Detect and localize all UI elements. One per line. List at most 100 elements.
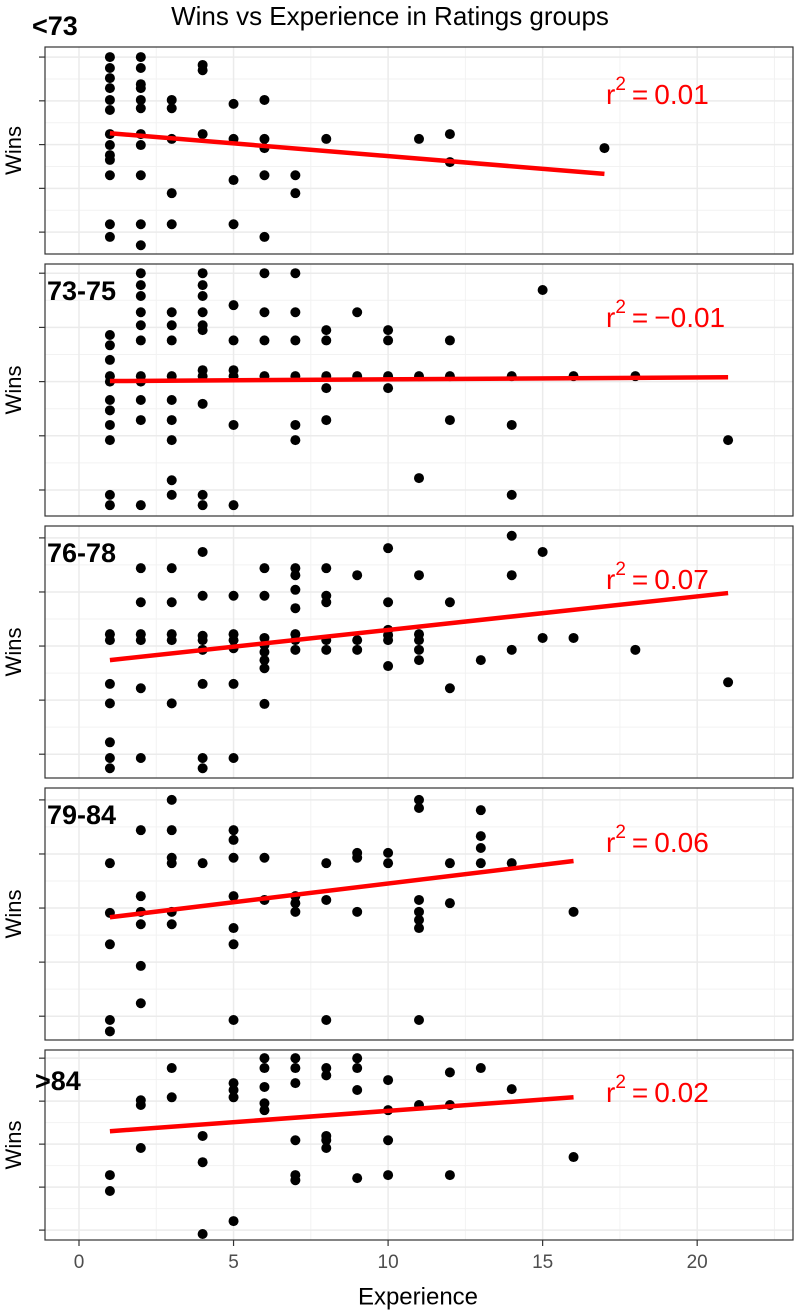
- data-point: [444, 335, 455, 346]
- data-point: [321, 1014, 332, 1025]
- data-point: [414, 133, 424, 144]
- data-point: [321, 1063, 332, 1074]
- data-point: [290, 644, 301, 655]
- data-point: [104, 763, 115, 774]
- data-point: [259, 590, 270, 601]
- data-point: [537, 285, 548, 296]
- data-point: [444, 858, 455, 869]
- data-point: [135, 268, 146, 279]
- data-point: [135, 240, 146, 251]
- annotation-equals: =: [632, 564, 648, 595]
- data-point: [444, 129, 455, 140]
- data-point: [135, 960, 146, 971]
- data-point: [166, 597, 177, 608]
- annotation-power: 2: [615, 822, 626, 843]
- data-point: [197, 1130, 208, 1141]
- data-point: [197, 129, 208, 140]
- data-point: [383, 1170, 394, 1181]
- data-point: [228, 852, 239, 863]
- data-point: [599, 143, 610, 154]
- data-point: [352, 1053, 363, 1064]
- panel-border: [44, 525, 794, 779]
- data-point: [197, 65, 208, 76]
- data-point: [104, 635, 115, 646]
- data-point: [166, 219, 177, 230]
- data-point: [228, 923, 239, 934]
- data-point: [228, 1216, 239, 1227]
- data-point: [444, 898, 455, 909]
- data-point: [166, 475, 177, 486]
- data-point: [228, 939, 239, 950]
- data-point: [197, 763, 208, 774]
- data-point: [630, 644, 641, 655]
- data-point: [166, 563, 177, 574]
- data-point: [352, 852, 363, 863]
- data-point: [506, 858, 517, 869]
- data-point: [321, 563, 332, 574]
- data-point: [383, 635, 394, 646]
- data-point: [352, 635, 363, 646]
- annotation-equals: =: [632, 79, 648, 110]
- data-point: [383, 383, 394, 394]
- data-point: [197, 1157, 208, 1168]
- data-point: [166, 94, 177, 105]
- data-point: [506, 489, 517, 500]
- data-point: [568, 1152, 579, 1163]
- data-point: [135, 290, 146, 301]
- data-point: [166, 698, 177, 709]
- x-tick-label: 5: [228, 1252, 239, 1273]
- data-point: [321, 644, 332, 655]
- panel-label: 79-84: [47, 800, 116, 830]
- r-squared-annotation: r2 = 0.07: [606, 559, 709, 595]
- data-point: [290, 268, 301, 279]
- data-point: [104, 83, 115, 94]
- data-point: [104, 435, 115, 446]
- data-point: [197, 325, 208, 336]
- annotation-power: 2: [615, 74, 626, 95]
- annotation-prefix: r: [606, 564, 615, 595]
- data-point: [228, 891, 239, 902]
- data-point: [290, 419, 301, 430]
- data-point: [506, 570, 517, 581]
- data-point: [135, 335, 146, 346]
- x-tick-label: 0: [74, 1252, 85, 1273]
- data-point: [352, 906, 363, 917]
- data-point: [506, 419, 517, 430]
- data-point: [104, 154, 115, 165]
- data-point: [321, 1143, 332, 1154]
- data-point: [135, 597, 146, 608]
- data-point: [321, 415, 332, 426]
- data-point: [414, 570, 424, 581]
- data-point: [228, 300, 239, 311]
- data-point: [135, 683, 146, 694]
- data-point: [197, 590, 208, 601]
- data-point: [723, 677, 734, 688]
- data-point: [383, 1075, 394, 1086]
- data-point: [259, 1063, 270, 1074]
- data-point: [414, 794, 424, 805]
- r-squared-annotation: r2 = 0.06: [606, 822, 709, 858]
- data-point: [166, 415, 177, 426]
- data-point: [259, 268, 270, 279]
- data-point: [228, 419, 239, 430]
- data-point: [321, 383, 332, 394]
- fit-line: [109, 1095, 574, 1134]
- panel-border: [44, 263, 794, 517]
- fit-line: [109, 590, 729, 663]
- data-point: [352, 1063, 363, 1074]
- data-point: [352, 570, 363, 581]
- data-point: [228, 500, 239, 511]
- data-point: [475, 858, 486, 869]
- annotation-value: −0.01: [654, 302, 725, 333]
- data-point: [135, 919, 146, 930]
- data-point: [259, 663, 270, 674]
- data-point: [228, 1084, 239, 1095]
- annotation-prefix: r: [606, 79, 615, 110]
- data-point: [197, 398, 208, 409]
- data-point: [506, 1084, 517, 1095]
- data-point: [290, 1078, 301, 1089]
- data-point: [104, 105, 115, 116]
- data-point: [228, 219, 239, 230]
- data-point: [228, 1092, 239, 1103]
- data-point: [166, 435, 177, 446]
